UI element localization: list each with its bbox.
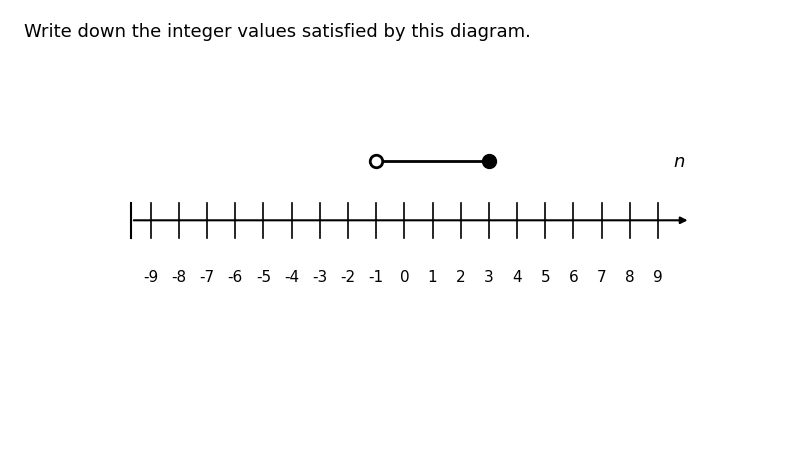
Text: -5: -5	[256, 269, 271, 285]
Text: 9: 9	[653, 269, 663, 285]
Text: -1: -1	[369, 269, 384, 285]
Text: n: n	[674, 153, 685, 171]
Text: -8: -8	[171, 269, 186, 285]
Text: 2: 2	[456, 269, 466, 285]
Text: 7: 7	[597, 269, 606, 285]
Text: 5: 5	[541, 269, 550, 285]
Text: 1: 1	[428, 269, 438, 285]
Text: -4: -4	[284, 269, 299, 285]
Text: -2: -2	[341, 269, 355, 285]
Text: -9: -9	[143, 269, 158, 285]
Text: 4: 4	[512, 269, 522, 285]
Text: 8: 8	[625, 269, 634, 285]
Text: -6: -6	[228, 269, 243, 285]
Text: -3: -3	[312, 269, 327, 285]
Text: 6: 6	[569, 269, 578, 285]
Text: 0: 0	[399, 269, 409, 285]
Text: Write down the integer values satisfied by this diagram.: Write down the integer values satisfied …	[24, 23, 531, 41]
Text: -7: -7	[199, 269, 214, 285]
Text: 3: 3	[484, 269, 494, 285]
